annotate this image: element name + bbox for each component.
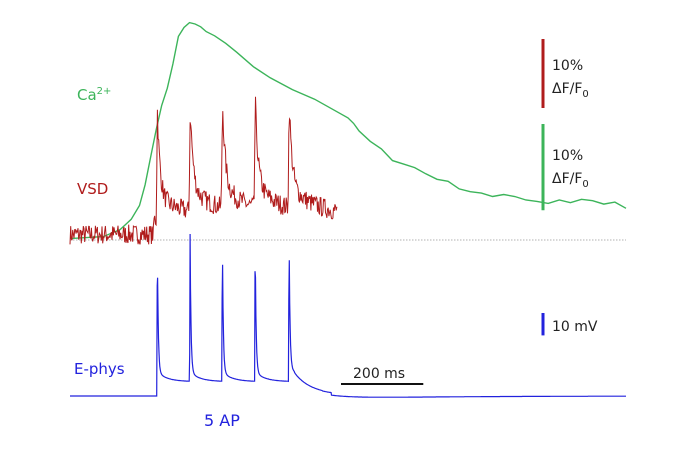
voltage-scale-label: 10 mV	[552, 319, 598, 335]
ephys-series-label: E-phys	[74, 360, 125, 378]
ca-scale-label-2: ΔF/F0	[552, 171, 589, 190]
action-potential-count-label: 5 AP	[204, 411, 240, 430]
ca-trace	[69, 21, 627, 240]
ca-scale-label-1: 10%	[552, 148, 583, 164]
ca-series-label: Ca2+	[77, 86, 111, 104]
vsd-scale-label-1: 10%	[552, 58, 583, 74]
ephys-trace	[70, 233, 626, 398]
vsd-scale-label-2: ΔF/F0	[552, 81, 589, 100]
vsd-trace	[69, 96, 338, 245]
time-scale-label: 200 ms	[353, 366, 405, 382]
vsd-series-label: VSD	[77, 180, 108, 198]
